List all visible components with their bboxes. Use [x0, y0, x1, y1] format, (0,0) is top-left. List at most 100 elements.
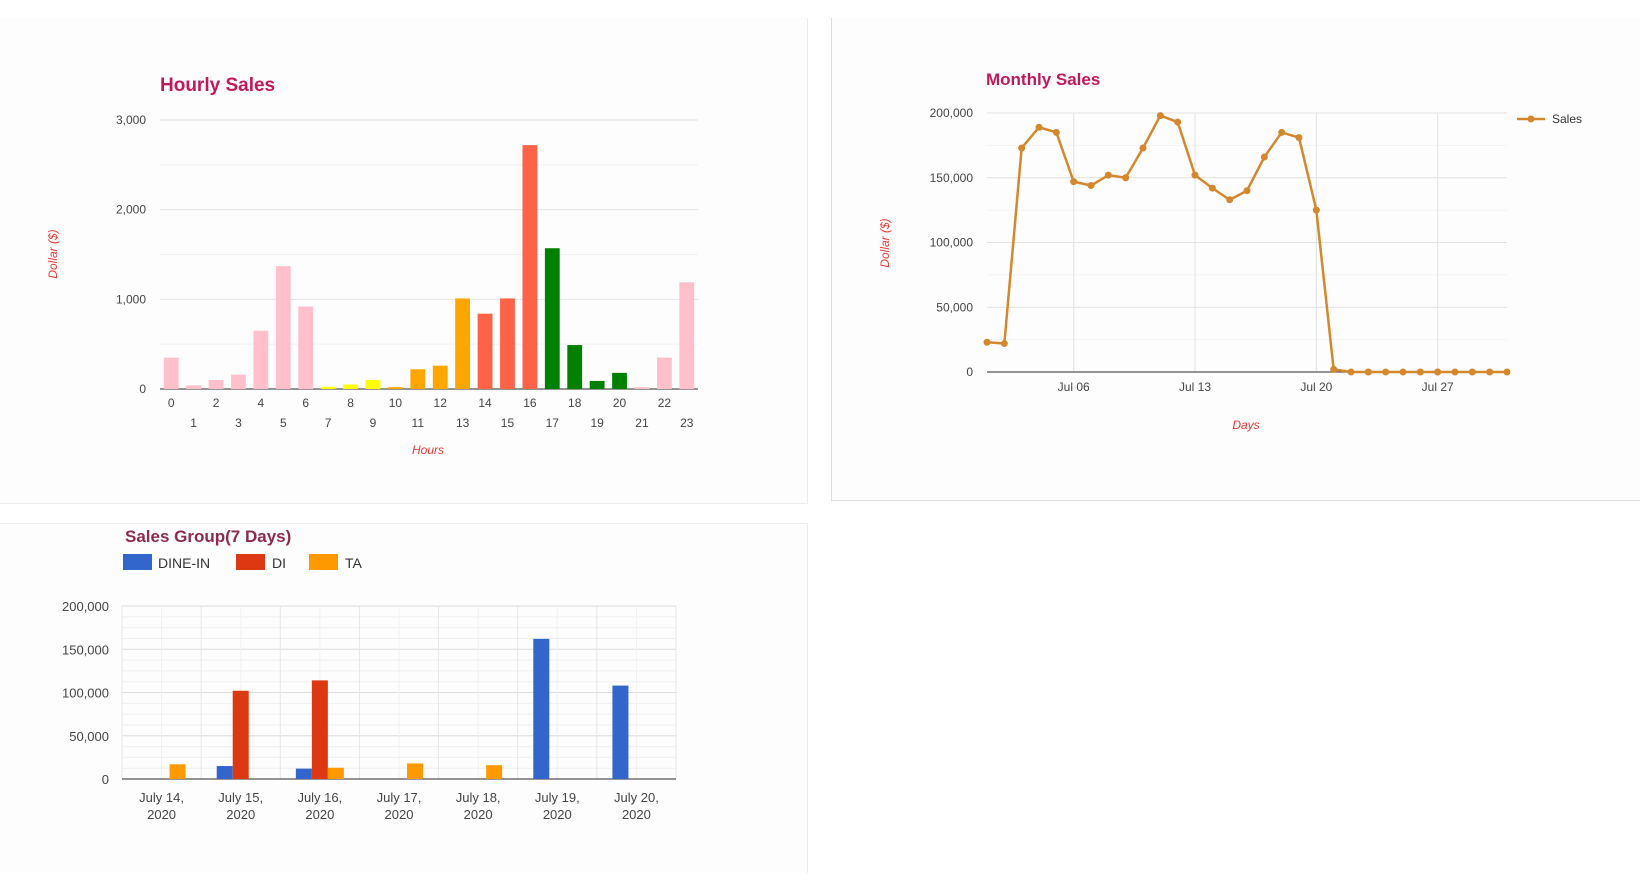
bar-hour-12 [432, 365, 448, 389]
data-point [1364, 368, 1372, 376]
bar-hour-20 [612, 372, 627, 389]
data-point [1260, 153, 1268, 161]
legend-label-di: DI [272, 555, 286, 571]
data-point [1018, 144, 1026, 152]
data-point [1191, 171, 1199, 179]
bar-hour-8 [343, 384, 358, 389]
data-point [1000, 340, 1008, 348]
data-point [1295, 134, 1303, 142]
data-point [983, 338, 991, 346]
bar-hour-18 [567, 345, 583, 389]
data-point [1139, 144, 1147, 152]
x-axis-title: Hours [412, 443, 444, 457]
legend: DINE-IN DI TA [123, 554, 363, 571]
bar-ta-3 [407, 763, 423, 779]
x-tick-label: 7 [325, 416, 332, 430]
data-point [1243, 187, 1251, 195]
bar-hour-10 [387, 387, 403, 389]
y-tick-label: 100,000 [930, 236, 974, 250]
x-tick-label: 5 [280, 416, 287, 430]
legend-label-dine-in: DINE-IN [158, 555, 210, 571]
x-tick-label: 2 [213, 396, 220, 410]
data-point [1174, 118, 1182, 126]
bar-ta-4 [486, 765, 503, 779]
y-tick-label: 0 [102, 772, 109, 787]
bar-ta-0 [169, 764, 186, 779]
x-tick-label: July 20, [614, 790, 659, 805]
x-tick-label: 3 [235, 416, 242, 430]
x-tick-label: 22 [658, 396, 672, 410]
y-tick-label: 150,000 [62, 642, 109, 657]
x-tick-label-year: 2020 [385, 807, 414, 822]
legend: Sales [1517, 112, 1582, 126]
x-tick-label: 13 [456, 416, 470, 430]
y-tick-label: 100,000 [62, 686, 109, 701]
data-point [1312, 206, 1320, 214]
bar-dine-in-2 [295, 768, 312, 779]
x-tick-label-year: 2020 [543, 807, 572, 822]
bar-di-1 [232, 690, 249, 779]
legend-swatch-di [236, 554, 265, 570]
x-tick-label-year: 2020 [622, 807, 651, 822]
x-axis-title: Days [1232, 418, 1259, 432]
data-point [1382, 368, 1390, 376]
legend-swatch-dot [1527, 115, 1535, 123]
bar-dine-in-5 [533, 638, 550, 779]
data-point [1416, 368, 1424, 376]
x-tick-label-year: 2020 [147, 807, 176, 822]
y-tick-label: 150,000 [930, 171, 974, 185]
legend-swatch-ta [309, 554, 338, 570]
data-point [1156, 112, 1164, 120]
bar-ta-2 [327, 767, 344, 779]
x-tick-label: 8 [347, 396, 354, 410]
sales-series-line [986, 114, 1507, 374]
bar-hour-16 [522, 145, 538, 389]
data-point [1226, 196, 1234, 204]
bar-hour-0 [163, 357, 179, 389]
x-tick-label: 1 [190, 416, 197, 430]
data-point [1070, 178, 1078, 186]
legend-swatch-dine-in [123, 554, 152, 570]
hourly-sales-chart: Hourly Sales Dollar ($) Hours 0 1,000 2,00… [46, 75, 698, 457]
x-tick-label: 19 [590, 416, 604, 430]
bar-hour-21 [634, 387, 650, 389]
data-point [1087, 182, 1095, 190]
x-tick-label: 9 [370, 416, 377, 430]
x-tick-label-year: 2020 [464, 807, 493, 822]
x-tick-label: 4 [258, 396, 265, 410]
bar-hour-6 [298, 306, 314, 389]
data-point [1122, 174, 1130, 182]
x-tick-label: 18 [568, 396, 582, 410]
x-tick-label: 17 [546, 416, 560, 430]
monthly-sales-chart: Monthly Sales Dollar ($) Days 0 50,000 100… [878, 70, 1582, 432]
x-tick-label: 14 [478, 396, 492, 410]
x-tick-label: Jul 13 [1179, 380, 1211, 394]
x-tick-label: July 18, [456, 790, 501, 805]
y-tick-label: 0 [139, 382, 146, 396]
chart-title: Hourly Sales [160, 75, 275, 96]
y-tick-label: 200,000 [930, 106, 974, 120]
data-point [1208, 184, 1216, 192]
x-tick-label: 11 [412, 416, 425, 430]
legend-label-ta: TA [345, 555, 363, 571]
sales-group-panel: Sales Group(7 Days) DINE-IN DI TA 0 50,00… [0, 523, 808, 873]
x-tick-label: 12 [434, 396, 448, 410]
x-tick-label: Jul 06 [1058, 380, 1090, 394]
bar-hour-1 [186, 385, 202, 389]
x-tick-label: 16 [523, 396, 537, 410]
sales-group-chart: Sales Group(7 Days) DINE-IN DI TA 0 50,00… [62, 527, 677, 822]
bar-hour-5 [275, 266, 291, 389]
x-tick-label-year: 2020 [226, 807, 255, 822]
bar-hour-14 [477, 313, 493, 389]
x-tick-label: 23 [680, 416, 694, 430]
chart-title: Monthly Sales [986, 70, 1100, 89]
x-tick-label: July 16, [297, 790, 342, 805]
x-tick-label: July 17, [377, 790, 422, 805]
bar-di-2 [311, 680, 328, 779]
legend-label-sales: Sales [1552, 112, 1582, 126]
y-tick-label: 50,000 [936, 300, 973, 314]
data-point [1503, 368, 1511, 376]
x-tick-label: 0 [168, 396, 175, 410]
data-point [1330, 365, 1338, 373]
y-tick-label: 2,000 [116, 203, 146, 217]
